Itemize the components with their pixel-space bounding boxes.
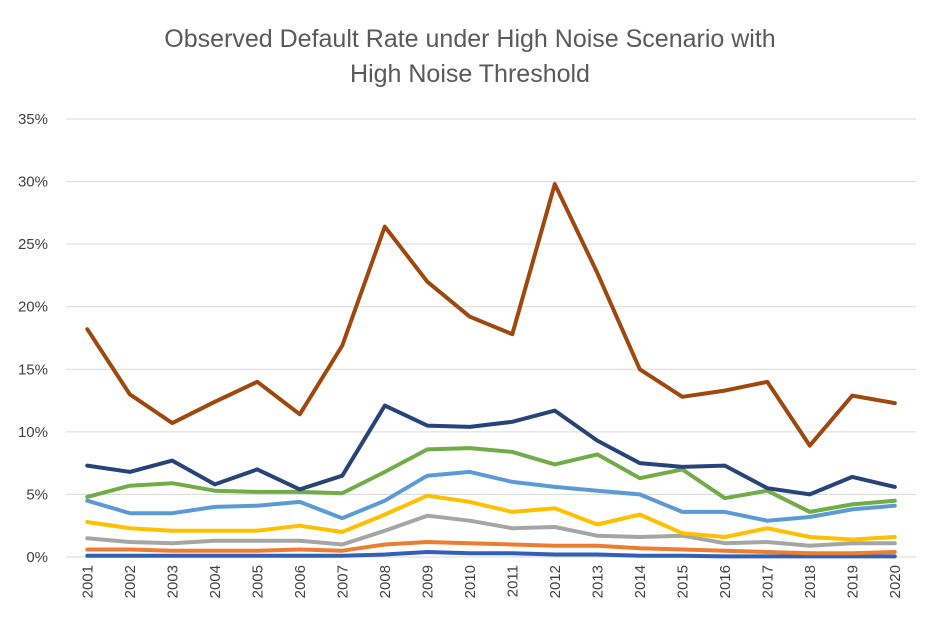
x-tick-label: 2014 [632, 565, 649, 598]
x-tick-label: 2017 [759, 565, 776, 598]
x-tick-label: 2007 [334, 565, 351, 598]
chart-title: Observed Default Rate under High Noise S… [164, 25, 775, 88]
series-line-6 [85, 446, 897, 514]
x-tick-label: 2002 [122, 565, 139, 598]
x-axis-tick-labels: 2001 2002 2003 2004 2005 2006 2007 2008 2009 2010… [79, 565, 904, 598]
x-tick-label: 2003 [164, 565, 181, 598]
y-tick-label: 30% [18, 174, 48, 191]
x-tick-label: 2016 [717, 565, 734, 598]
series-line-3 [85, 513, 897, 548]
y-axis-tick-labels: 0% 5% 10% 15% 20% 25% 30% 35% [18, 111, 48, 566]
y-tick-label: 15% [18, 361, 48, 378]
y-tick-label: 0% [26, 549, 48, 566]
x-tick-label: 2006 [292, 565, 309, 598]
chart-title-line-1: Observed Default Rate under High Noise S… [164, 25, 775, 53]
y-tick-label: 20% [18, 299, 48, 316]
x-tick-label: 2013 [589, 565, 606, 598]
y-tick-label: 10% [18, 424, 48, 441]
x-tick-label: 2019 [844, 565, 861, 598]
series-line-5 [85, 469, 897, 523]
y-tick-label: 25% [18, 236, 48, 253]
x-tick-label: 2015 [674, 565, 691, 598]
x-tick-label: 2011 [504, 565, 521, 597]
series-line-4 [85, 493, 897, 542]
x-tick-label: 2012 [547, 565, 564, 598]
series-line-7 [85, 403, 897, 497]
series-line-8 [85, 182, 897, 448]
x-tick-label: 2001 [79, 565, 96, 598]
series-line-2 [85, 540, 897, 556]
x-tick-label: 2008 [377, 565, 394, 598]
gridlines [66, 118, 916, 558]
series-line-1 [85, 550, 897, 559]
y-tick-label: 35% [18, 111, 48, 128]
x-tick-label: 2004 [207, 565, 224, 598]
y-tick-label: 5% [26, 486, 48, 503]
x-tick-label: 2010 [462, 565, 479, 598]
x-tick-label: 2005 [249, 565, 266, 598]
x-tick-label: 2020 [887, 565, 904, 598]
x-tick-label: 2018 [802, 565, 819, 598]
series-lines [85, 182, 897, 559]
x-tick-label: 2009 [419, 565, 436, 598]
chart-title-line-2: High Noise Threshold [350, 60, 590, 88]
